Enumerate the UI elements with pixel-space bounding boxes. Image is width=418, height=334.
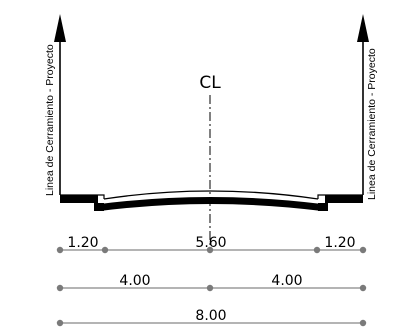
centerline: CL: [199, 73, 221, 250]
up-arrow-icon: [54, 14, 66, 42]
dimension-label: 1.20: [324, 235, 355, 251]
right-boundary: Linea de Cerramiento - Proyecto: [357, 14, 378, 200]
dimension-label: 4.00: [271, 273, 302, 289]
left-boundary-label: Linea de Cerramiento - Proyecto: [44, 44, 56, 196]
dimension-row-segments: 1.20 5.60 1.20: [56, 235, 367, 254]
dimension-row-halves: 4.00 4.00: [56, 273, 367, 292]
dimension-label: 5.60: [195, 235, 226, 251]
dimension-label: 1.20: [67, 235, 98, 251]
road-section: [60, 190, 363, 211]
centerline-label: CL: [199, 73, 221, 93]
right-boundary-label: Linea de Cerramiento - Proyecto: [366, 48, 378, 200]
dimension-row-total: 8.00: [56, 308, 367, 327]
dimension-label: 4.00: [119, 273, 150, 289]
left-boundary: Linea de Cerramiento - Proyecto: [44, 14, 66, 196]
dimension-label: 8.00: [195, 308, 226, 324]
up-arrow-icon: [357, 14, 369, 42]
